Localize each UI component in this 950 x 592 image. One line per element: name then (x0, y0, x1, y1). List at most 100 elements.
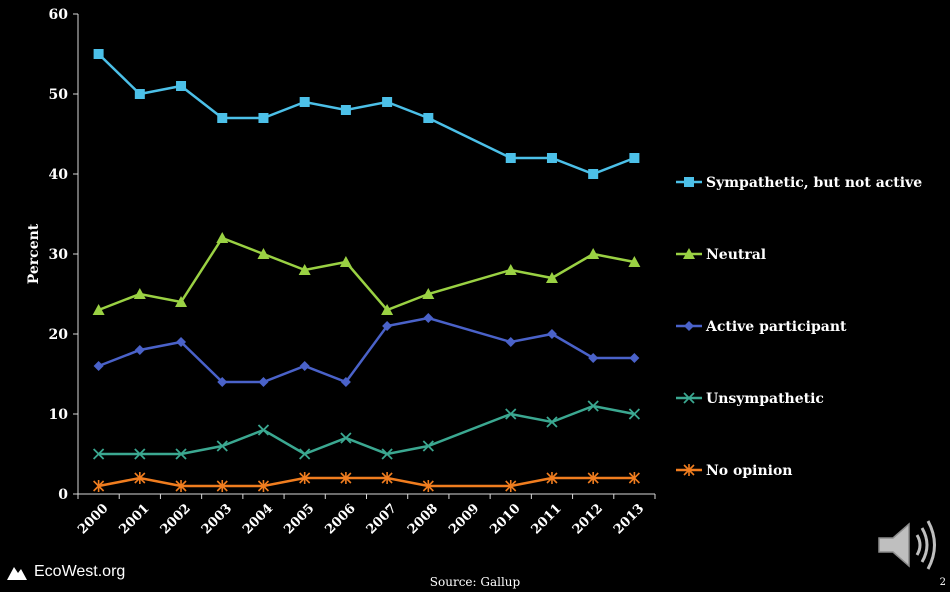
legend-item: Unsympathetic (676, 391, 824, 407)
legend-label: Sympathetic, but not active (706, 175, 922, 191)
data-point (257, 248, 270, 259)
legend-label: Active participant (705, 319, 847, 335)
data-point (175, 480, 187, 492)
series-sympathetic-but-not-active (93, 49, 640, 179)
data-point (546, 416, 558, 428)
data-point (92, 448, 105, 460)
data-point (93, 49, 104, 59)
data-point (505, 337, 516, 347)
data-point (545, 272, 558, 283)
data-point (683, 248, 695, 259)
logo-text: EcoWest.org (34, 563, 126, 580)
x-tick-label: 2005 (281, 501, 317, 537)
data-point (93, 480, 105, 492)
x-tick-label: 2010 (487, 501, 523, 537)
x-tick-label: 2012 (570, 501, 606, 537)
data-point (257, 480, 270, 492)
data-point (134, 472, 146, 484)
data-point (588, 353, 599, 363)
data-point (299, 97, 310, 107)
y-tick-label: 10 (49, 407, 69, 423)
source-note: Source: Gallup (429, 575, 521, 589)
series-neutral (92, 232, 641, 315)
data-point (546, 153, 557, 163)
ecowest-logo: EcoWest.org (6, 563, 125, 581)
page-number: 2 (939, 577, 946, 588)
y-tick-label: 60 (49, 7, 69, 23)
x-tick-label: 2013 (611, 501, 647, 537)
data-point (339, 256, 352, 267)
data-point (176, 81, 187, 91)
data-point (133, 288, 146, 299)
data-point (299, 472, 311, 484)
x-tick-label: 2002 (158, 501, 194, 537)
speaker-icon[interactable] (873, 516, 939, 574)
data-point (257, 424, 270, 436)
data-point (588, 169, 599, 179)
data-point (423, 113, 434, 123)
chart-series (92, 49, 641, 492)
data-point (683, 464, 695, 476)
mountain-logo-icon (7, 567, 27, 580)
data-point (628, 472, 640, 484)
data-point (175, 448, 187, 460)
x-tick-label: 2003 (199, 501, 235, 537)
data-point (216, 440, 228, 452)
series-line (98, 236, 635, 312)
y-tick-label: 0 (58, 487, 68, 503)
y-axis-label: Percent (26, 223, 42, 284)
data-point (216, 232, 229, 243)
data-point (587, 400, 599, 412)
data-point (216, 480, 228, 492)
legend-item: Neutral (676, 247, 766, 263)
data-point (505, 153, 516, 163)
data-point (134, 345, 145, 355)
data-point (629, 353, 640, 363)
data-point (175, 296, 188, 307)
y-tick-label: 30 (49, 247, 69, 263)
y-tick-label: 40 (49, 167, 69, 183)
chart-legend: Sympathetic, but not active Neutral Active… (676, 175, 922, 479)
legend-label: No opinion (706, 463, 792, 479)
x-tick-label: 2006 (323, 501, 359, 537)
y-tick-label: 20 (49, 327, 69, 343)
data-point (340, 432, 352, 444)
x-tick-label: 2011 (529, 501, 565, 537)
data-point (340, 377, 351, 387)
data-point (587, 472, 599, 484)
legend-item: Sympathetic, but not active (676, 175, 922, 191)
data-point (134, 89, 145, 99)
data-point (340, 472, 352, 484)
data-point (546, 472, 558, 484)
x-tick-label: 2001 (116, 501, 152, 537)
data-point (684, 321, 694, 331)
data-point (176, 337, 187, 347)
data-point (217, 113, 228, 123)
data-point (422, 288, 435, 299)
data-point (587, 248, 600, 259)
data-point (628, 408, 641, 420)
series-unsympathetic (92, 400, 641, 460)
y-tick-label: 50 (49, 87, 69, 103)
data-point (258, 377, 269, 387)
data-point (298, 264, 311, 275)
data-point (258, 113, 269, 123)
data-point (422, 440, 434, 452)
legend-item: No opinion (676, 463, 792, 479)
data-point (340, 105, 351, 115)
data-point (683, 392, 695, 404)
series-line (98, 316, 635, 384)
data-point (134, 448, 146, 460)
data-point (93, 361, 104, 371)
x-tick-label: 2007 (364, 501, 400, 537)
data-point (217, 377, 228, 387)
data-point (382, 97, 393, 107)
series-no-opinion (93, 472, 640, 492)
data-point (504, 264, 517, 275)
data-point (505, 480, 517, 492)
x-tick-label: 2008 (405, 501, 441, 537)
x-tick-label: 2000 (75, 501, 111, 537)
legend-label: Unsympathetic (706, 391, 824, 407)
data-point (92, 304, 105, 315)
